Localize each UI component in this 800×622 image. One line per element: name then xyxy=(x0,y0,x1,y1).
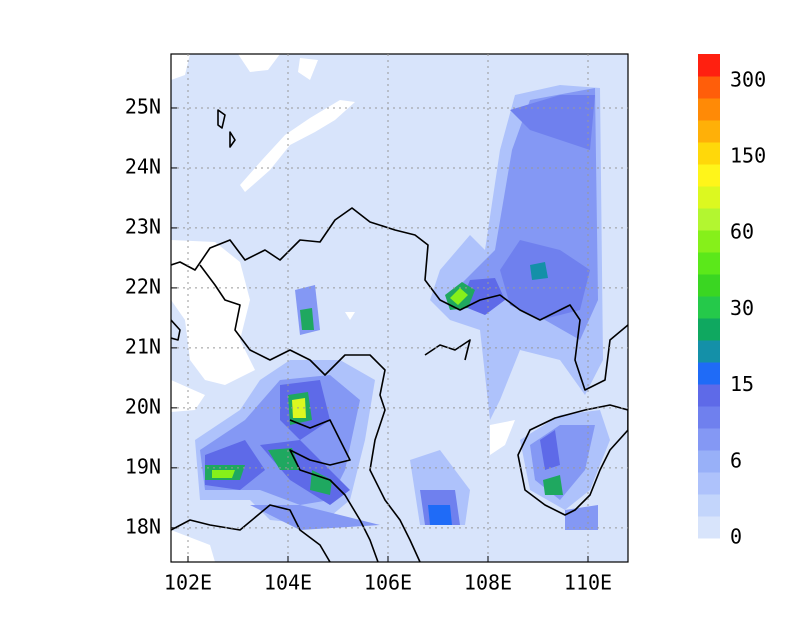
colorbar-box xyxy=(698,230,720,253)
colorbar-box xyxy=(698,384,720,407)
contour-field xyxy=(171,54,628,562)
x-tick-label: 104E xyxy=(264,571,312,595)
y-tick-label: 20N xyxy=(125,394,161,418)
colorbar-box xyxy=(698,450,720,473)
colorbar-box xyxy=(698,76,720,99)
axis-labels: 102E 104E 106E 108E 110E 18N 19N 20N 21N 22N 23N 24… xyxy=(125,94,612,594)
graticule xyxy=(171,54,628,562)
colorbar-label: 150 xyxy=(730,144,766,168)
colorbar-box xyxy=(698,120,720,143)
y-tick-label: 18N xyxy=(125,514,161,538)
colorbar-box xyxy=(698,98,720,121)
colorbar-box xyxy=(698,142,720,165)
colorbar: 0 6 15 30 60 150 300 xyxy=(698,54,766,549)
rain-right xyxy=(430,85,603,420)
colorbar-label: 30 xyxy=(730,296,754,320)
colorbar-box xyxy=(698,318,720,341)
x-tick-label: 108E xyxy=(464,571,512,595)
colorbar-label: 300 xyxy=(730,67,766,91)
colorbar-box xyxy=(698,428,720,451)
y-tick-label: 22N xyxy=(125,274,161,298)
colorbar-box xyxy=(698,472,720,495)
colorbar-label: 0 xyxy=(730,525,742,549)
colorbar-label: 15 xyxy=(730,372,754,396)
x-tick-label: 102E xyxy=(164,571,212,595)
colorbar-box xyxy=(698,516,720,539)
colorbar-box xyxy=(698,406,720,429)
x-tick-label: 110E xyxy=(564,571,612,595)
colorbar-box xyxy=(698,252,720,275)
colorbar-box xyxy=(698,186,720,209)
y-tick-label: 25N xyxy=(125,94,161,118)
colorbar-label: 60 xyxy=(730,220,754,244)
colorbar-box xyxy=(698,362,720,385)
colorbar-box xyxy=(698,164,720,187)
colorbar-box xyxy=(698,54,720,77)
y-tick-label: 23N xyxy=(125,214,161,238)
coastlines xyxy=(171,109,628,562)
y-tick-label: 24N xyxy=(125,154,161,178)
x-tick-label: 106E xyxy=(364,571,412,595)
colorbar-label: 6 xyxy=(730,448,742,472)
rain-hainan xyxy=(520,410,610,530)
y-tick-label: 21N xyxy=(125,334,161,358)
colorbar-box xyxy=(698,274,720,297)
colorbar-box xyxy=(698,340,720,363)
colorbar-box xyxy=(698,208,720,231)
map-frame xyxy=(170,53,629,563)
colorbar-box xyxy=(698,296,720,319)
y-tick-label: 19N xyxy=(125,454,161,478)
colorbar-box xyxy=(698,494,720,517)
